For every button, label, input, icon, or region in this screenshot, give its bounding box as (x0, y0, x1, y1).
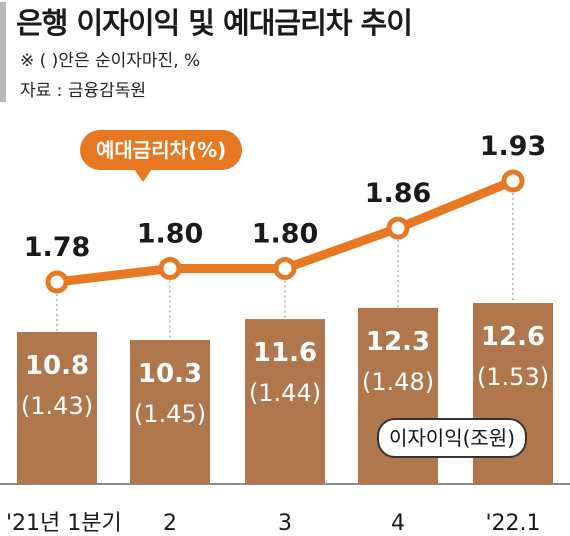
line-value-label: 1.78 (24, 232, 91, 263)
bar-nim-label: (1.45) (134, 400, 206, 428)
bar-value-label: 11.6 (253, 338, 317, 368)
x-tick-label: 2 (163, 511, 177, 536)
bar (17, 331, 97, 484)
bar-value-label: 12.3 (366, 327, 430, 357)
bar (245, 319, 325, 484)
bar-nim-label: (1.44) (249, 379, 321, 407)
bar-value-label: 12.6 (481, 322, 545, 352)
line-point (501, 169, 525, 193)
legend-bar-series: 이자이익(조원) (377, 418, 528, 458)
line-value-label: 1.80 (137, 219, 204, 250)
line-point (158, 257, 182, 281)
line-point (45, 270, 69, 294)
chart-header: 은행 이자이익 및 예대금리차 추이 ※ ( )안은 순이자마진, % 자료 :… (0, 0, 570, 110)
chart-source: 자료 : 금융감독원 (20, 81, 147, 101)
line-value-label: 1.80 (252, 219, 319, 250)
chart-title: 은행 이자이익 및 예대금리차 추이 (16, 6, 413, 40)
chart-note: ※ ( )안은 순이자마진, % (20, 51, 201, 71)
bar (130, 340, 210, 484)
header-accent-bar (0, 2, 6, 102)
line-point (273, 257, 297, 281)
x-tick-label: 3 (278, 511, 292, 536)
x-tick-label: 4 (391, 511, 405, 536)
legend-line-series: 예대금리차(%) (80, 130, 243, 182)
bar-nim-label: (1.48) (362, 368, 434, 396)
bar-value-label: 10.8 (25, 351, 89, 381)
line-value-label: 1.93 (480, 131, 547, 162)
x-tick-label: '22.1 (485, 511, 540, 536)
bar-value-label: 10.3 (138, 359, 202, 389)
bar-nim-label: (1.43) (21, 392, 93, 420)
x-tick-label: '21년 1분기 (6, 511, 122, 536)
line-point (386, 216, 410, 240)
line-value-label: 1.86 (365, 178, 432, 209)
bar-nim-label: (1.53) (477, 363, 549, 391)
